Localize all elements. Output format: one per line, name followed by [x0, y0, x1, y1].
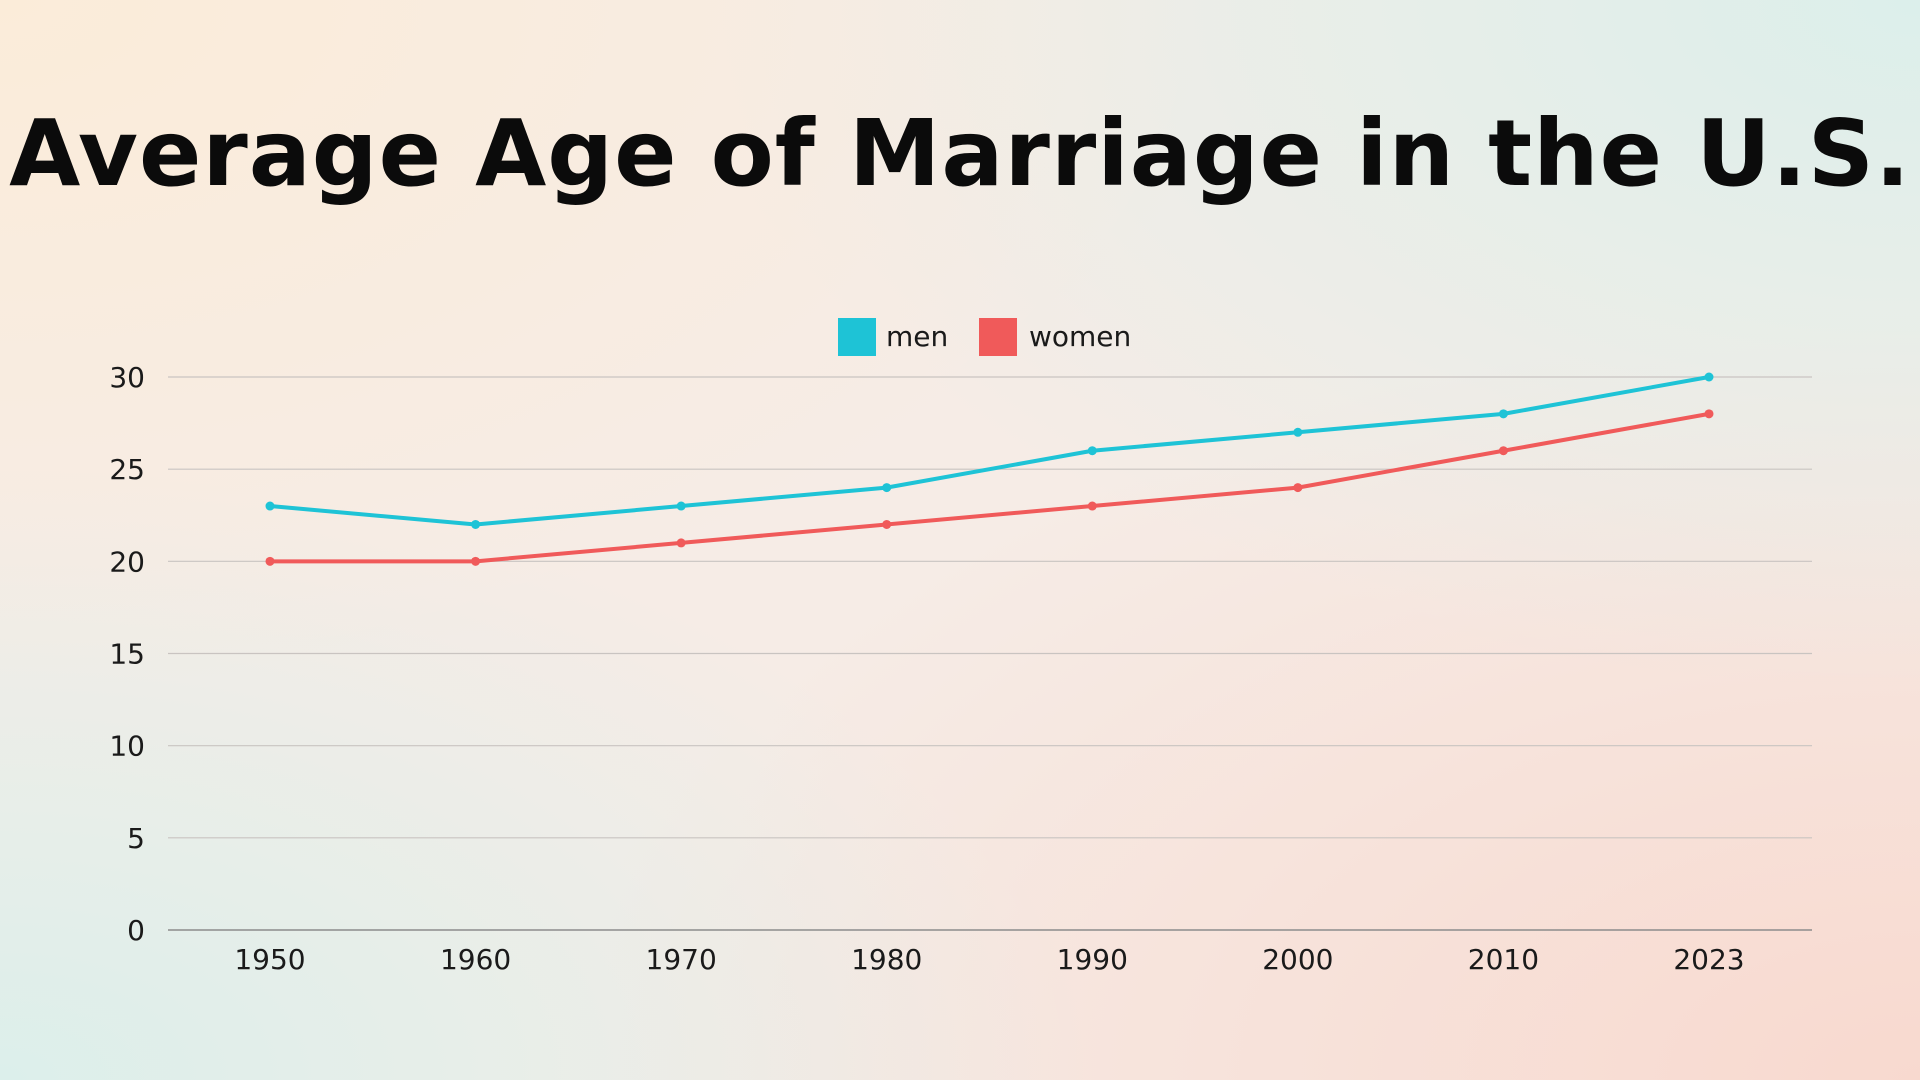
- y-tick-label: 0: [127, 914, 145, 947]
- data-point-men: [265, 501, 275, 511]
- legend-label: women: [1029, 320, 1131, 353]
- y-axis-ticks: 0 5 10 15 20 25 30: [109, 361, 145, 947]
- data-point-women: [471, 556, 481, 566]
- data-point-women: [882, 519, 892, 529]
- x-tick-label: 1980: [851, 943, 922, 976]
- x-tick-label: 1990: [1057, 943, 1128, 976]
- series-line-women: [268, 411, 1711, 564]
- x-tick-label: 2000: [1262, 943, 1333, 976]
- x-tick-label: 1970: [646, 943, 717, 976]
- y-tick-label: 10: [109, 730, 145, 763]
- legend-item-men: men: [838, 318, 948, 356]
- x-axis-ticks: 1950 1960 1970 1980 1990 2000 2010 2023: [234, 943, 1744, 976]
- x-tick-label: 1950: [234, 943, 305, 976]
- x-tick-label: 2023: [1673, 943, 1744, 976]
- legend-swatch: [838, 318, 876, 356]
- series: [265, 372, 1714, 566]
- data-point-women: [1704, 409, 1714, 419]
- data-point-women: [676, 538, 686, 548]
- series-women: [265, 409, 1714, 566]
- series-line-men: [268, 375, 1711, 527]
- y-tick-label: 20: [109, 545, 145, 578]
- data-point-women: [265, 556, 275, 566]
- data-point-women: [1087, 501, 1097, 511]
- y-tick-label: 5: [127, 822, 145, 855]
- data-point-men: [1498, 409, 1508, 419]
- legend-label: men: [886, 320, 948, 353]
- chart-title: Average Age of Marriage in the U.S.: [9, 100, 1911, 207]
- gridlines: [168, 376, 1812, 931]
- y-tick-label: 30: [109, 361, 145, 394]
- data-point-men: [1087, 446, 1097, 456]
- data-point-men: [1704, 372, 1714, 382]
- data-point-men: [882, 483, 892, 493]
- data-point-men: [676, 501, 686, 511]
- legend-item-women: women: [979, 318, 1131, 356]
- data-point-women: [1498, 446, 1508, 456]
- legend-swatch: [979, 318, 1017, 356]
- data-point-women: [1293, 483, 1303, 493]
- series-men: [265, 372, 1714, 529]
- y-tick-label: 25: [109, 453, 145, 486]
- x-tick-label: 1960: [440, 943, 511, 976]
- legend: men women: [838, 318, 1131, 356]
- y-tick-label: 15: [109, 638, 145, 671]
- data-point-men: [1293, 427, 1303, 437]
- x-tick-label: 2010: [1468, 943, 1539, 976]
- data-point-men: [471, 519, 481, 529]
